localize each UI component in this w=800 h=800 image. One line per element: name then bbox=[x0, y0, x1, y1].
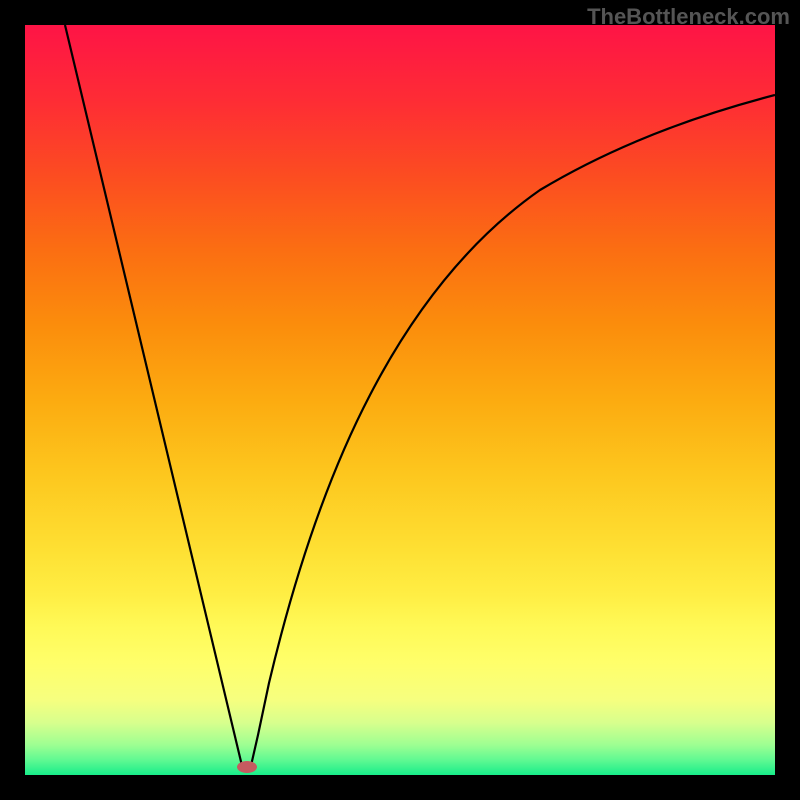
optimal-point-marker bbox=[237, 761, 257, 773]
bottleneck-chart bbox=[0, 0, 800, 800]
plot-area bbox=[25, 25, 775, 775]
watermark-text: TheBottleneck.com bbox=[587, 4, 790, 30]
chart-container: TheBottleneck.com bbox=[0, 0, 800, 800]
